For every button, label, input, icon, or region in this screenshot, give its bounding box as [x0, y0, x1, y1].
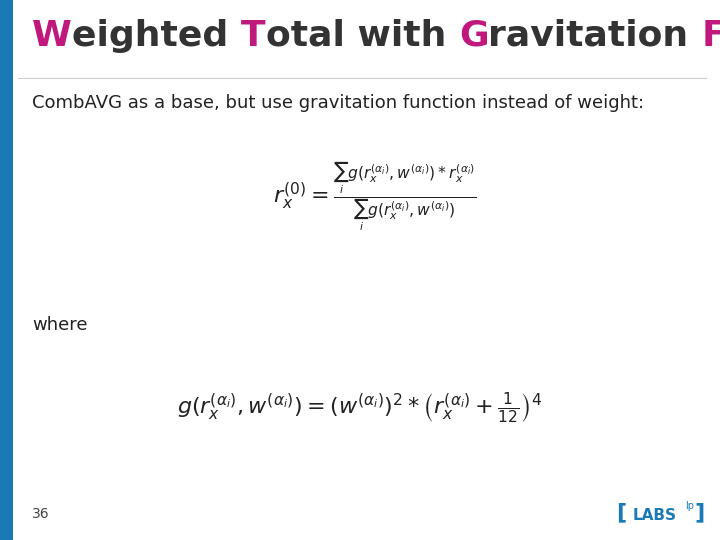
Text: eighted: eighted [72, 19, 241, 53]
Text: G: G [459, 19, 488, 53]
Text: ]: ] [694, 503, 704, 523]
Text: $r_x^{(0)} = \frac{\sum_i g(r_x^{(\alpha_i)}, w^{(\alpha_i)}) * r_x^{(\alpha_i)}: $r_x^{(0)} = \frac{\sum_i g(r_x^{(\alpha… [273, 160, 476, 234]
Text: [: [ [616, 503, 626, 523]
Text: W: W [32, 19, 72, 53]
Text: $g(r_x^{(\alpha_i)}, w^{(\alpha_i)}) = (w^{(\alpha_i)})^2 * \left(r_x^{(\alpha_i: $g(r_x^{(\alpha_i)}, w^{(\alpha_i)}) = (… [177, 390, 543, 425]
Text: lp: lp [685, 501, 693, 511]
Text: CombAVG as a base, but use gravitation function instead of weight:: CombAVG as a base, but use gravitation f… [32, 94, 644, 112]
Text: 36: 36 [32, 507, 50, 521]
Text: LABS: LABS [632, 508, 676, 523]
Text: where: where [32, 316, 88, 334]
Text: otal with: otal with [266, 19, 459, 53]
Text: ravitation: ravitation [488, 19, 701, 53]
Text: T: T [241, 19, 266, 53]
Text: F: F [701, 19, 720, 53]
